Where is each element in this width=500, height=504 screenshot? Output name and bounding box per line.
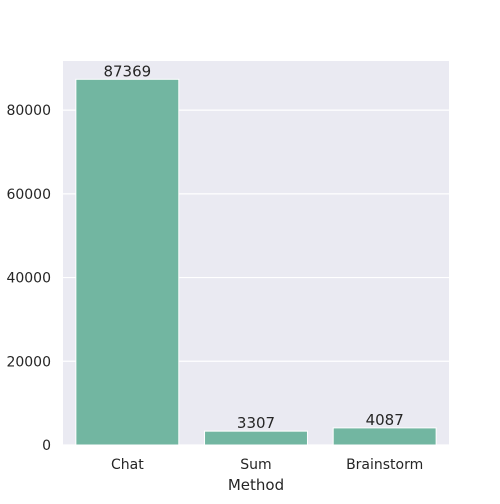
y-tick-label: 0 [42,438,51,454]
bar-value-label: 4087 [366,411,404,429]
bar-value-label: 87369 [103,62,151,80]
x-axis-ticks: Chat Sum Brainstorm [111,457,423,473]
y-tick-label: 80000 [6,103,51,119]
bar-value-label: 3307 [237,414,275,432]
y-tick-label: 20000 [6,354,51,370]
x-tick-label: Sum [240,457,271,473]
x-tick-label: Chat [111,457,144,473]
y-axis-ticks: 0 20000 40000 60000 80000 [6,103,51,454]
bar-sum [204,430,308,446]
y-tick-label: 60000 [6,187,51,203]
y-tick-label: 40000 [6,271,51,287]
bar-brainstorm [332,427,437,446]
bar-value-labels: 87369 3307 4087 [103,62,403,432]
x-axis-label: Method [228,476,284,494]
x-tick-label: Brainstorm [346,457,423,473]
bar-chat [75,78,180,446]
bars [75,78,437,446]
